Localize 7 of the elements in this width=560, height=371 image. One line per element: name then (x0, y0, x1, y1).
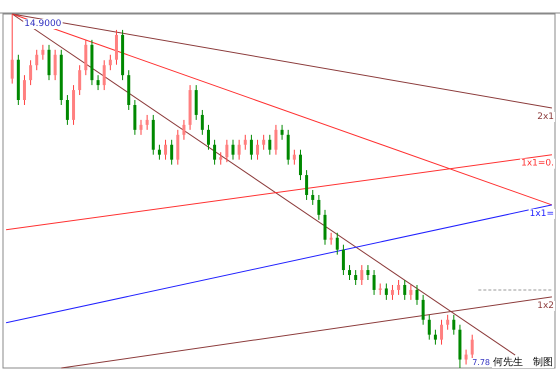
series-label: 1x1=0. (521, 158, 554, 169)
annotation: 14.9000 (24, 19, 62, 29)
series-label: 1x1= (530, 208, 554, 219)
annotation: 7.78 (472, 358, 490, 367)
series-label: 2x1 (537, 112, 554, 122)
annotation: 何先生 制图 (493, 356, 553, 368)
series-label: 1x2 (537, 300, 554, 311)
